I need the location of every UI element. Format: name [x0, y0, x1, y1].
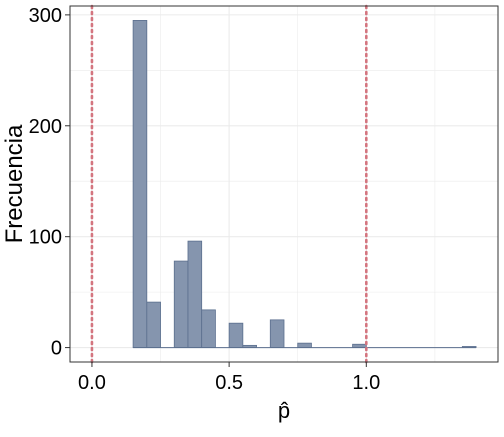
histogram-bar [201, 309, 216, 348]
histogram-bar [297, 342, 312, 348]
plot-panel-border [69, 5, 499, 363]
x-axis-title: p̂ [278, 398, 290, 423]
y-tick-label: 100 [29, 227, 62, 249]
bars-layer [132, 20, 477, 349]
histogram-bar [187, 240, 203, 348]
histogram-bar [228, 322, 244, 348]
y-axis: 0 100 200 300 [29, 5, 70, 360]
histogram-bar [269, 319, 285, 348]
y-axis-title: Frecuencia [1, 124, 28, 243]
x-tick-label: 0.0 [78, 372, 106, 394]
y-tick-label: 300 [29, 5, 62, 27]
y-tick-label: 0 [51, 338, 62, 360]
x-tick-label: 1.0 [352, 372, 380, 394]
x-tick-label: 0.5 [215, 372, 243, 394]
reference-lines-layer [90, 4, 368, 364]
y-tick-label: 200 [29, 116, 62, 138]
x-axis: 0.0 0.5 1.0 [78, 362, 380, 394]
histogram-bar [146, 301, 161, 348]
histogram-bar [173, 260, 189, 348]
histogram-bar [132, 20, 148, 348]
